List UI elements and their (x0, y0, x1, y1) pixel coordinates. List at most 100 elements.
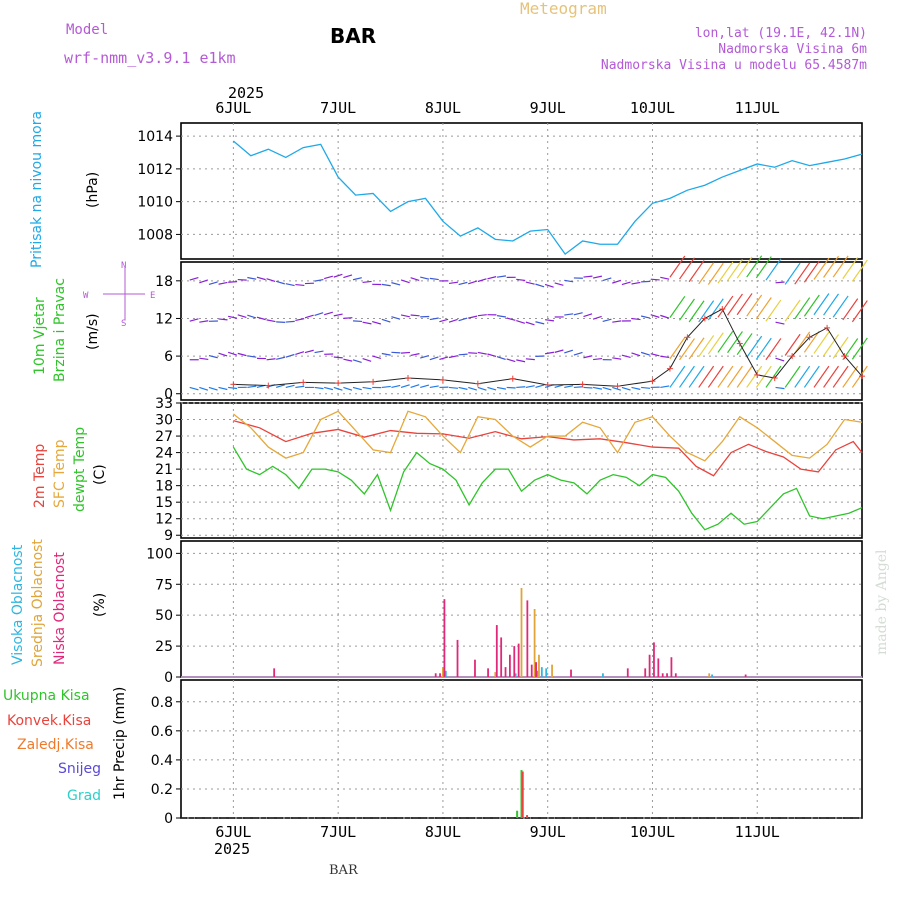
wind-arrow (564, 349, 574, 354)
wind-arrow (362, 357, 372, 362)
wind-arrow (343, 274, 353, 279)
wind-arrow (727, 365, 743, 388)
wind-arrow (516, 359, 526, 363)
wind-arrow (276, 321, 286, 323)
wind-arrow (420, 354, 430, 359)
wind-arrow (420, 276, 430, 280)
wind-arrow (199, 320, 209, 323)
wind-arrow (688, 300, 705, 323)
wind-arrow (458, 353, 468, 356)
precip-legend-item: Zaledj.Kisa (17, 737, 94, 753)
wind-arrow (842, 257, 859, 280)
wind-arrow (439, 318, 449, 323)
bottom-day-labels: 6JUL 7JUL 8JUL 9JUL 10JUL 11JUL (215, 823, 779, 841)
wind-arrow (592, 386, 603, 390)
wind-arrow (535, 321, 545, 325)
tick-label-precip: 0.8 (151, 695, 173, 711)
wind-arrow (698, 335, 715, 358)
wind-arrow (640, 315, 651, 319)
wind-arrow (621, 386, 631, 391)
wind-arrow (410, 314, 420, 317)
precip-ylabel: 1hr Precip (mm) (112, 687, 128, 800)
bottom-day-label: 11JUL (735, 823, 780, 841)
wind-arrow (429, 317, 439, 321)
wind-speed-markers (230, 306, 865, 390)
wind-arrow (218, 386, 228, 391)
wind-arrow (775, 357, 785, 362)
panel-frame-pressure (180, 122, 863, 260)
wind-arrow (468, 352, 478, 354)
wind-arrow (208, 281, 218, 285)
wind-arrow (717, 261, 734, 284)
wind-arrow (266, 358, 276, 361)
wind-arrow (554, 282, 564, 286)
wind-arrow (612, 357, 622, 360)
wind-arrow (468, 315, 478, 319)
tick-label-pressure: 1008 (137, 227, 173, 243)
wind-arrow (650, 278, 660, 281)
wind-arrow (631, 317, 641, 321)
wind-arrow (314, 279, 324, 282)
wind-arrow (736, 256, 753, 279)
wind-arrow (381, 385, 391, 389)
wind-arrow (592, 275, 603, 279)
bottom-day-label: 8JUL (425, 823, 461, 841)
wind-arrow (650, 314, 660, 318)
wind-arrow (775, 321, 785, 325)
cloud-label-high: Visoka Oblacnost (10, 544, 26, 665)
wind-arrow (592, 315, 602, 320)
wind-arrow (583, 355, 593, 359)
temp-label-sfc: SFC Temp (52, 439, 68, 508)
wind-arrow (189, 276, 199, 281)
tick-label-pressure: 1010 (137, 195, 173, 211)
wind-arrow (573, 386, 583, 389)
tick-label-precip: 0.4 (151, 753, 173, 769)
top-day-label: 7JUL (320, 99, 356, 117)
tick-label-cloud: 75 (155, 577, 173, 593)
wind-arrow (410, 384, 420, 389)
wind-arrow (372, 355, 382, 359)
wind-arrow (813, 365, 830, 388)
wind-arrow (775, 386, 785, 390)
tick-label-cloud: 25 (155, 639, 173, 655)
wind-arrow (535, 283, 545, 288)
wind-arrow (410, 277, 420, 281)
compass-s: S (121, 319, 126, 329)
wind-arrow (564, 279, 574, 283)
wind-arrow (573, 351, 583, 356)
wind-arrow (372, 320, 382, 325)
wind-arrow (237, 352, 247, 357)
wind-arrow (208, 386, 218, 391)
wind-arrow (362, 321, 372, 325)
temp-line-1 (232, 410, 863, 462)
wind-arrow (487, 276, 497, 280)
wind-arrow (448, 386, 459, 389)
wind-arrow (660, 385, 670, 389)
wind-arrow (851, 300, 868, 323)
wind-arrow (544, 351, 555, 355)
wind-arrow (275, 384, 285, 389)
wind-arrow (564, 313, 574, 316)
wind-arrow (736, 365, 753, 388)
pressure-line (232, 140, 863, 256)
wind-arrow (189, 386, 199, 391)
wind-arrow (650, 353, 660, 357)
wind-arrow (612, 386, 622, 391)
wind-arrow (525, 358, 535, 361)
wind-arrow (448, 355, 458, 359)
wind-arrow (679, 257, 695, 280)
wind-arrow (189, 318, 199, 322)
wind-arrow (477, 351, 487, 355)
precip-legend: Ukupna Kisa Konvek.Kisa Zaledj.Kisa Snijeg G… (3, 688, 101, 804)
wind-arrow (506, 358, 516, 363)
tick-label-wind: 18 (155, 274, 173, 290)
wind-arrow (669, 295, 686, 318)
wind-arrow (621, 354, 631, 359)
precip-bars (181, 770, 862, 819)
top-day-label: 8JUL (425, 99, 461, 117)
wind-arrow (391, 351, 401, 354)
wind-arrow (516, 386, 526, 389)
wind-arrow (448, 318, 458, 323)
tick-label-precip: 0 (164, 811, 173, 827)
wind-arrow (669, 365, 686, 388)
